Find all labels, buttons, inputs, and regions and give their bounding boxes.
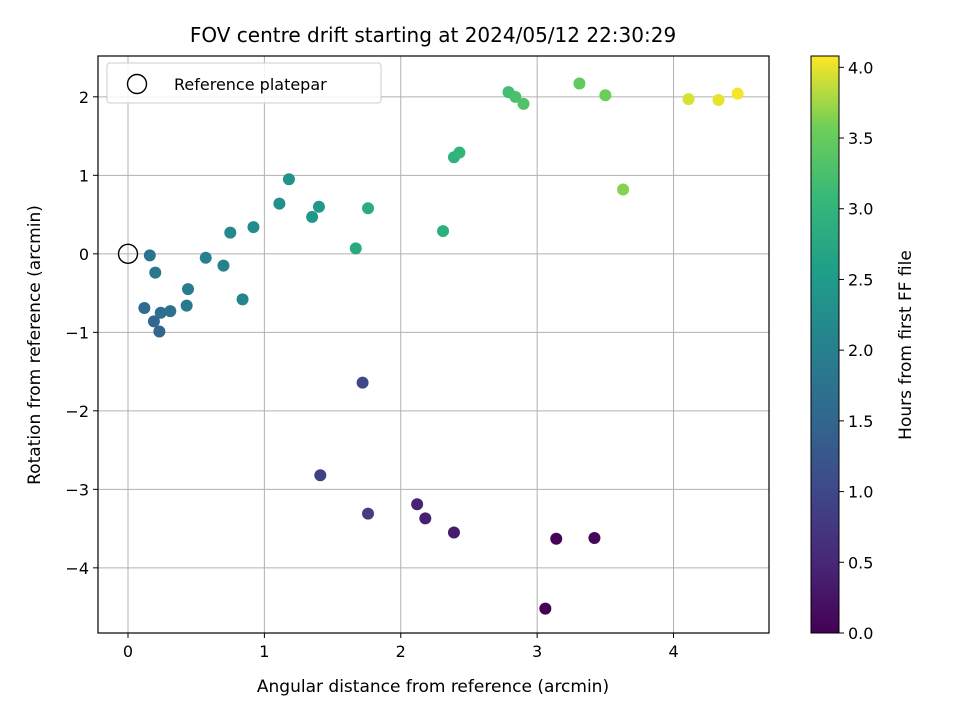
data-point: [362, 202, 375, 215]
colorbar-label: Hours from first FF file: [896, 250, 916, 440]
data-point: [143, 249, 156, 262]
data-point: [247, 221, 260, 234]
data-point: [349, 242, 362, 255]
y-tick-label: −4: [65, 559, 89, 578]
data-point: [164, 305, 177, 318]
data-point: [282, 173, 295, 186]
colorbar-tick-label: 3.0: [848, 200, 873, 219]
y-axis-label: Rotation from reference (arcmin): [25, 205, 45, 485]
data-point: [356, 376, 369, 389]
y-tick-label: 2: [79, 88, 89, 107]
data-point: [712, 93, 725, 106]
data-point: [539, 602, 552, 615]
data-point: [437, 225, 450, 238]
x-tick-label: 0: [123, 642, 133, 661]
x-axis-ticks: 0 1 2 3 4: [123, 633, 679, 661]
data-point: [731, 87, 744, 100]
colorbar-tick-label: 0.0: [848, 624, 873, 643]
y-tick-label: 1: [79, 166, 89, 185]
colorbar-tick-label: 3.5: [848, 129, 873, 148]
y-tick-label: 0: [79, 245, 89, 264]
data-point: [199, 251, 212, 264]
data-point: [306, 210, 319, 223]
colorbar-tick-label: 2.5: [848, 270, 873, 289]
data-point: [153, 325, 166, 338]
data-point: [550, 532, 563, 545]
colorbar-tick-label: 1.0: [848, 483, 873, 502]
data-point: [588, 532, 601, 545]
data-point: [154, 306, 167, 319]
data-point: [411, 498, 424, 511]
data-point: [509, 90, 522, 103]
data-point: [517, 97, 530, 110]
colorbar-ticks: 0.0 0.5 1.0 1.5 2.0 2.5 3.0 3.5 4.0: [839, 58, 873, 643]
data-point: [447, 526, 460, 539]
y-axis-ticks: −4 −3 −2 −1 0 1 2: [65, 88, 98, 578]
data-point: [180, 299, 193, 312]
legend-marker: [126, 73, 148, 95]
colorbar-tick-label: 2.0: [848, 341, 873, 360]
data-point: [147, 315, 160, 328]
x-tick-label: 1: [259, 642, 269, 661]
colorbar-tick-label: 4.0: [848, 58, 873, 77]
plot-frame: [97, 55, 770, 634]
data-point: [273, 197, 286, 210]
legend-frame: [106, 62, 382, 104]
x-axis-label: Angular distance from reference (arcmin): [257, 677, 609, 697]
data-point: [224, 226, 237, 239]
data-point: [149, 266, 162, 279]
colorbar-tick-label: 1.5: [848, 412, 873, 431]
chart-title: FOV centre drift starting at 2024/05/12 …: [190, 23, 676, 47]
y-tick-label: −3: [65, 480, 89, 499]
legend-label: Reference platepar: [174, 75, 327, 94]
colorbar-tick-label: 0.5: [848, 553, 873, 572]
colorbar: [810, 55, 840, 634]
data-point: [138, 301, 151, 314]
data-point: [312, 200, 325, 213]
grid-lines: [98, 56, 769, 633]
reference-point: [117, 243, 139, 265]
data-point: [599, 89, 612, 102]
legend: Reference platepar: [106, 62, 382, 104]
data-point: [453, 146, 466, 159]
data-point: [362, 507, 375, 520]
data-point: [419, 512, 432, 525]
y-tick-label: −1: [65, 323, 89, 342]
x-tick-label: 4: [668, 642, 678, 661]
data-point: [182, 283, 195, 296]
data-point: [217, 259, 230, 272]
data-point: [236, 293, 249, 306]
y-tick-label: −2: [65, 402, 89, 421]
data-point: [682, 93, 695, 106]
x-tick-label: 2: [396, 642, 406, 661]
data-points: [117, 77, 744, 615]
x-tick-label: 3: [532, 642, 542, 661]
data-point: [573, 77, 586, 90]
data-point: [314, 469, 327, 482]
data-point: [617, 183, 630, 196]
